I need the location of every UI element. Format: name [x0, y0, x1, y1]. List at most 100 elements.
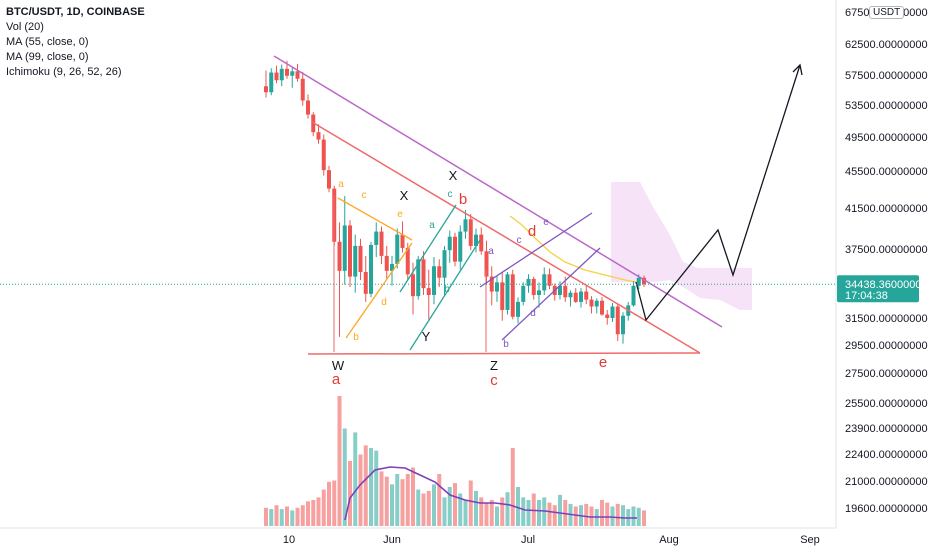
orange-sub-label: d — [381, 297, 387, 308]
volume-bar — [573, 506, 578, 526]
volume-bar — [526, 500, 531, 526]
volume-bars — [264, 396, 646, 526]
wave-label-x1: X — [400, 188, 409, 203]
candle-body — [531, 278, 536, 295]
wave-label-red-b: b — [459, 191, 467, 208]
price-tick-label: 25500.00000000 — [845, 398, 928, 410]
upper-trendline — [273, 55, 723, 328]
candle-body — [321, 139, 326, 171]
legend-volume[interactable]: Vol (20) — [6, 21, 44, 33]
candle-body — [505, 274, 510, 310]
candle-body — [447, 236, 452, 251]
violet-sub-label: a — [488, 246, 494, 257]
candle-body — [316, 132, 321, 140]
price-axis: 67500.0000000062500.0000000057500.000000… — [845, 7, 928, 515]
volume-bar — [521, 497, 526, 526]
volume-bar — [363, 445, 368, 526]
volume-bar — [489, 500, 494, 526]
volume-ma-line — [344, 466, 637, 521]
legend-symbol[interactable]: BTC/USDT, 1D, COINBASE — [6, 6, 145, 18]
volume-bar — [400, 479, 405, 526]
volume-bar — [552, 505, 557, 526]
volume-bar — [510, 448, 515, 526]
candle-body — [479, 234, 484, 252]
violet-sub-label: d — [530, 308, 536, 319]
triangle-base-line — [307, 352, 701, 355]
volume-bar — [290, 510, 295, 526]
candle-body — [274, 72, 279, 81]
volume-bar — [516, 487, 520, 526]
wave-label-x2: X — [449, 168, 458, 183]
volume-bar — [432, 484, 436, 526]
candle-body — [510, 274, 515, 317]
price-tick-label: 53500.00000000 — [845, 100, 928, 112]
orange-sub-label: b — [353, 332, 359, 343]
volume-bar — [342, 428, 347, 526]
price-tick-label: 23900.00000000 — [845, 423, 928, 435]
candle-body — [295, 71, 300, 79]
wave-label-red-a: a — [332, 371, 341, 388]
candle-body — [542, 274, 547, 291]
candle-body — [342, 225, 347, 271]
volume-bar — [348, 461, 352, 526]
volume-bar — [421, 493, 426, 526]
price-tick-label: 49500.00000000 — [845, 132, 928, 144]
volume-bar — [295, 507, 300, 526]
volume-bar — [395, 474, 400, 526]
candle-body — [337, 241, 342, 271]
wave-label-red-e: e — [599, 354, 607, 371]
volume-bar — [558, 494, 562, 526]
volume-bar — [337, 396, 342, 526]
volume-bar — [484, 502, 489, 526]
candle-body — [390, 263, 394, 271]
volume-bar — [505, 492, 510, 526]
legend-ichimoku[interactable]: Ichimoku (9, 26, 52, 26) — [6, 66, 122, 78]
candle-body — [463, 219, 468, 232]
volume-bar — [416, 489, 421, 526]
volume-bar — [306, 501, 310, 526]
volume-bar — [405, 474, 410, 526]
legend-ma99[interactable]: MA (99, close, 0) — [6, 51, 89, 63]
candle-body — [568, 292, 573, 298]
price-tick-label: 45500.00000000 — [845, 166, 928, 178]
candle-body — [600, 300, 604, 315]
volume-bar — [605, 502, 610, 526]
volume-bar — [269, 509, 274, 526]
legend-ma55[interactable]: MA (55, close, 0) — [6, 36, 89, 48]
volume-bar — [374, 450, 379, 526]
candle-body — [384, 255, 389, 271]
candle-body — [547, 274, 552, 286]
volume-bar — [463, 500, 468, 526]
price-tick-label: 57500.00000000 — [845, 70, 928, 82]
time-tick-label: Jun — [383, 534, 401, 546]
candle-body — [521, 285, 526, 302]
candle-body — [495, 282, 499, 292]
current-price-value: 34438.36000000 — [845, 279, 928, 291]
volume-bar — [264, 507, 268, 526]
candle-body — [605, 314, 610, 318]
price-tick-label: 27500.00000000 — [845, 368, 928, 380]
candle-body — [558, 285, 562, 295]
violet-channel-lower — [501, 247, 601, 341]
price-tick-label: 62500.00000000 — [845, 39, 928, 51]
time-tick-label: Aug — [659, 534, 679, 546]
candle-body — [516, 301, 520, 317]
wave-label-z: Z — [490, 358, 498, 373]
volume-bar — [642, 510, 646, 526]
chart-legend: BTC/USDT, 1D, COINBASE Vol (20) MA (55, … — [6, 5, 145, 80]
wave-label-w: W — [332, 358, 345, 373]
currency-badge[interactable]: USDT — [869, 6, 905, 19]
candle-body — [500, 282, 505, 310]
violet-sub-label: b — [503, 339, 509, 350]
volume-bar — [615, 503, 620, 526]
ichimoku-cloud — [611, 182, 752, 310]
projection-arrowhead — [792, 63, 803, 76]
bar-countdown: 17:04:38 — [845, 290, 888, 302]
candle-body — [579, 291, 583, 302]
violet-channel-upper — [479, 212, 593, 288]
candle-body — [363, 272, 368, 294]
candle-body — [327, 170, 331, 189]
candle-body — [416, 259, 421, 297]
